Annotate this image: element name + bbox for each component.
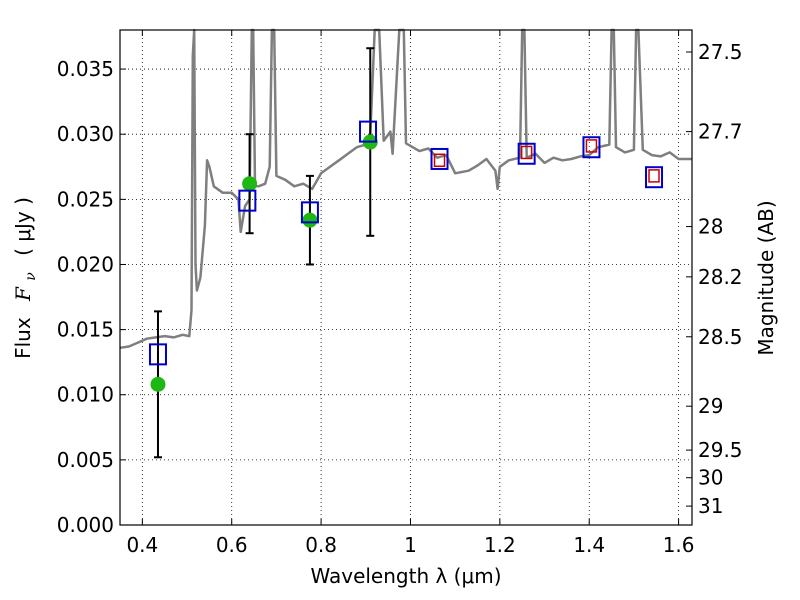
y-axis-ticks: 0.000 0.005 0.010 0.015 0.020 0.025 0.030 0.035 [57, 57, 126, 537]
x-tick-label: 1.4 [573, 533, 605, 557]
y2-axis-label: Magnitude (AB) [754, 200, 778, 355]
y-axis-label: Flux F ν ( μJy ) [11, 197, 40, 359]
observed-point [150, 376, 166, 392]
y-tick-label: 0.025 [57, 187, 114, 211]
model-photometry-box [148, 343, 167, 366]
x-axis-ticks: 0.4 0.6 0.8 1 1.2 1.4 1.6 [126, 30, 695, 557]
x-tick-label: 1 [404, 533, 417, 557]
y-axis-label-unit: ( μJy ) [11, 197, 35, 256]
y-tick-label: 0.005 [57, 448, 114, 472]
y-tick-label: 0.010 [57, 383, 114, 407]
photometry-inner-box [585, 139, 598, 153]
x-axis-label: Wavelength λ (μm) [310, 564, 501, 588]
y2-tick-label: 27.7 [698, 120, 743, 144]
model-photometry-box [238, 189, 257, 212]
y2-tick-label: 30 [698, 466, 723, 490]
model-photometry-box [430, 147, 449, 170]
photometry-boxes-layer [148, 120, 664, 366]
photometry-inner-box [520, 145, 533, 160]
y-axis-label-symbol: F [11, 286, 35, 302]
plot-frame [119, 29, 693, 526]
model-photometry-box [300, 201, 319, 224]
model-photometry-box [645, 166, 664, 189]
photometry-inner-box [433, 153, 446, 168]
y-tick-label: 0.000 [57, 513, 114, 537]
model-photometry-box [582, 136, 601, 159]
y2-tick-label: 28.5 [698, 325, 743, 349]
y2-tick-label: 28.2 [698, 265, 743, 289]
y-tick-label: 0.035 [57, 57, 114, 81]
x-tick-label: 0.4 [126, 533, 158, 557]
y2-tick-label: 28 [698, 215, 723, 239]
y2-tick-label: 29.5 [698, 438, 743, 462]
y2-tick-label: 31 [698, 494, 723, 518]
y-axis-label-subscript: ν [23, 272, 39, 281]
y-tick-label: 0.020 [57, 252, 114, 276]
photometry-inner-box [648, 169, 660, 183]
observed-point [242, 176, 258, 192]
y2-tick-label: 27.5 [698, 40, 743, 64]
x-tick-label: 0.8 [305, 533, 337, 557]
y2-axis-ticks: 27.5 27.7 28 28.2 28.5 29 29.5 30 31 [686, 40, 743, 518]
y-tick-label: 0.015 [57, 318, 114, 342]
y-axis-label-prefix: Flux [11, 317, 35, 359]
model-photometry-box [517, 142, 536, 165]
x-tick-label: 1.2 [484, 533, 516, 557]
model-photometry-box [359, 120, 378, 143]
x-tick-label: 1.6 [663, 533, 695, 557]
x-tick-label: 0.6 [216, 533, 248, 557]
observed-point [302, 212, 318, 228]
y2-tick-label: 29 [698, 394, 723, 418]
y-tick-label: 0.030 [57, 122, 114, 146]
